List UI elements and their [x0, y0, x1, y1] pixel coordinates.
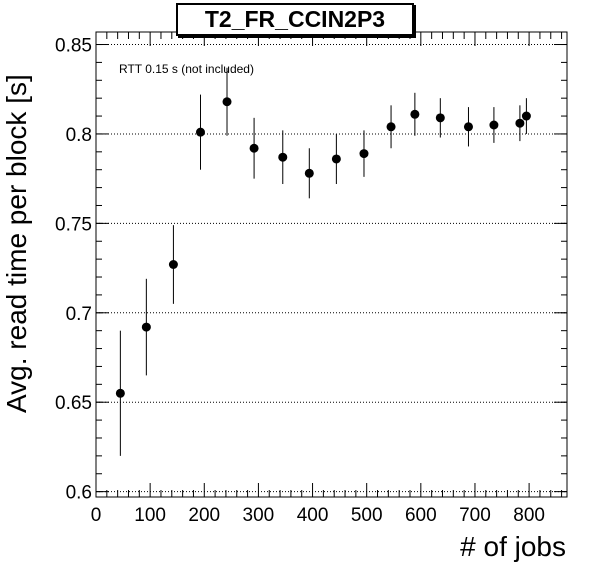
data-point	[331, 154, 341, 164]
data-point	[359, 149, 369, 159]
x-tick-label: 100	[134, 505, 166, 526]
x-tick-label: 800	[513, 505, 545, 526]
annotation-text: RTT 0.15 s (not included)	[119, 62, 254, 76]
data-point	[489, 120, 499, 130]
data-point	[195, 127, 205, 137]
y-tick-labels: 0.6 0.65 0.7 0.75 0.8 0.85	[55, 36, 92, 504]
x-tick-labels: 0 100 200 300 400 500 600 700 800	[91, 505, 545, 526]
x-tick-label: 600	[405, 505, 437, 526]
x-tick-label: 400	[297, 505, 329, 526]
y-tick-label: 0.7	[66, 304, 92, 325]
axis-ticks	[95, 32, 567, 497]
data-point	[386, 122, 396, 132]
y-tick-label: 0.6	[66, 483, 92, 504]
data-point	[410, 109, 420, 119]
y-tick-label: 0.75	[55, 214, 92, 235]
chart-title: T2_FR_CCIN2P3	[176, 3, 414, 36]
data-point	[463, 122, 473, 132]
y-tick-label: 0.65	[55, 393, 92, 414]
plot-frame	[95, 31, 568, 498]
x-axis-label: # of jobs	[460, 531, 566, 562]
x-tick-label: 700	[459, 505, 491, 526]
y-tick-label: 0.85	[55, 36, 92, 57]
x-tick-label: 500	[351, 505, 383, 526]
y-axis-label: Avg. read time per block [s]	[1, 74, 32, 413]
data-point	[304, 168, 314, 178]
data-point	[222, 97, 232, 107]
x-tick-label: 0	[91, 505, 102, 526]
data-point	[249, 143, 259, 153]
data-points	[115, 97, 531, 398]
data-point	[521, 111, 531, 121]
data-point	[515, 118, 525, 128]
y-tick-label: 0.8	[66, 125, 92, 146]
data-point	[115, 388, 125, 398]
data-point	[278, 152, 288, 162]
x-tick-label: 200	[188, 505, 220, 526]
data-point	[435, 113, 445, 123]
x-tick-label: 300	[243, 505, 275, 526]
grid-lines	[96, 44, 567, 493]
data-point	[168, 260, 178, 269]
data-point	[141, 322, 151, 332]
